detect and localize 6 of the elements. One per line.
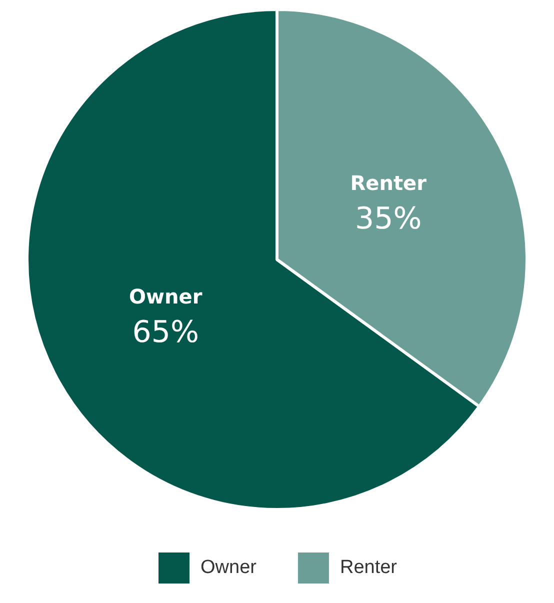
- legend-label: Owner: [200, 557, 258, 578]
- slice-label: Renter: [350, 170, 427, 195]
- slice-label: Owner: [129, 284, 202, 308]
- data-label: 65%: [132, 315, 199, 350]
- data-label: 35%: [355, 202, 422, 237]
- legend-label: Renter: [340, 557, 398, 578]
